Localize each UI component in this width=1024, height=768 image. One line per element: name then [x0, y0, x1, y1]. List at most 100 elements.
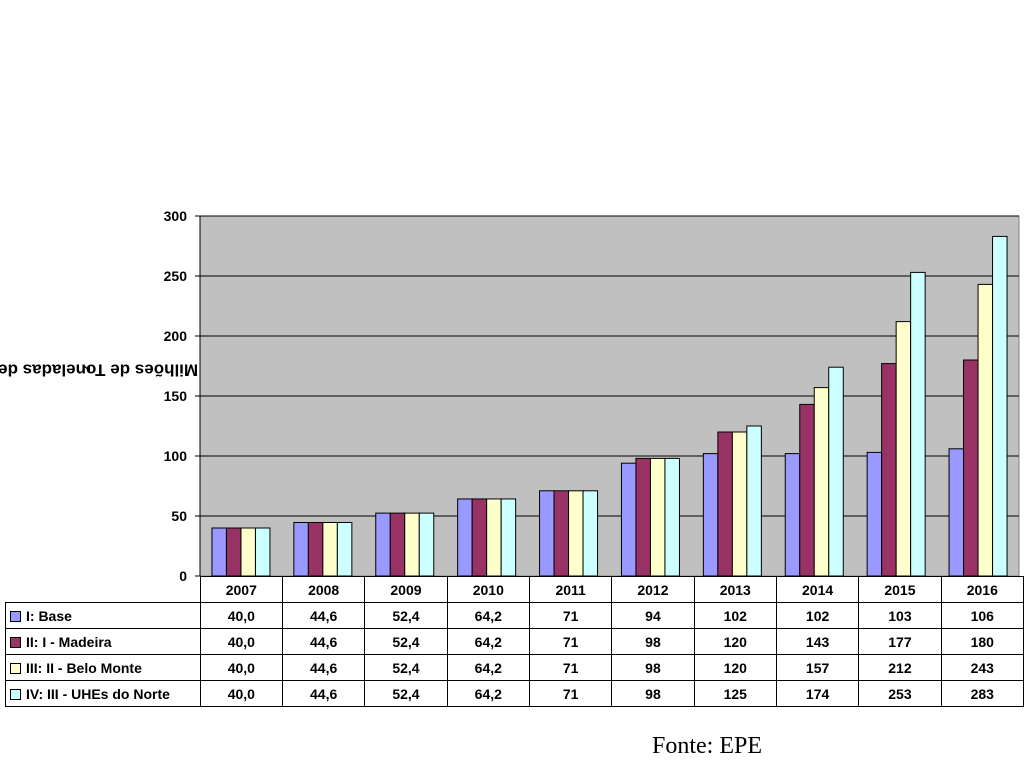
bar	[471, 498, 488, 577]
table-corner	[6, 577, 201, 603]
bar	[240, 527, 256, 577]
legend-entry: II: I - Madeira	[5, 628, 201, 655]
bar	[963, 359, 979, 577]
legend-swatch	[10, 637, 21, 649]
data-cell: 64,2	[446, 680, 530, 707]
bar	[649, 457, 666, 577]
y-tick-label: 0	[179, 568, 187, 584]
bar	[620, 462, 637, 577]
data-cell: 40,0	[199, 602, 283, 629]
bar	[717, 431, 733, 577]
data-cell: 102	[693, 602, 777, 629]
data-cell: 174	[775, 680, 860, 707]
data-cell: 102	[775, 602, 860, 629]
y-tick-label: 100	[164, 448, 188, 464]
legend-label: III: II - Belo Monte	[26, 659, 142, 676]
bar	[375, 512, 391, 577]
data-cell: 71	[528, 602, 613, 629]
x-tick-label: 2010	[446, 576, 530, 603]
bar	[866, 451, 883, 577]
data-cell: 120	[693, 628, 777, 655]
bar	[307, 521, 324, 577]
x-tick-label: 2015	[858, 576, 942, 603]
data-cell: 125	[693, 680, 777, 707]
data-cell: 64,2	[446, 654, 530, 681]
bar	[746, 425, 762, 577]
data-cell: 243	[940, 654, 1024, 681]
table-row: III: II - Belo Monte 40,0 44,6 52,4 64,2 71 98…	[5, 654, 1024, 681]
data-cell: 103	[858, 602, 942, 629]
bar	[254, 527, 271, 577]
table-row: IV: III - UHEs do Norte 40,0 44,6 52,4 64,2 7…	[5, 680, 1024, 707]
bar	[992, 235, 1008, 577]
data-cell: 44,6	[281, 680, 366, 707]
data-cell: 98	[611, 680, 695, 707]
y-axis-label-text: Milhões de Toneladas de CO	[0, 361, 199, 380]
data-cell: 40,0	[199, 680, 283, 707]
y-axis-label-subscript: 2	[81, 365, 93, 372]
data-cell: 157	[775, 654, 860, 681]
data-cell: 44,6	[281, 628, 366, 655]
data-cell: 52,4	[364, 654, 448, 681]
x-tick-label: 2014	[775, 576, 860, 603]
data-cell: 283	[940, 680, 1024, 707]
bar	[635, 457, 651, 577]
bar	[539, 490, 555, 577]
legend-label: II: I - Madeira	[26, 633, 112, 650]
data-cell: 52,4	[364, 628, 448, 655]
legend-swatch	[10, 689, 21, 701]
bar	[664, 457, 680, 577]
source-note: Fonte: EPE	[652, 733, 763, 759]
bar	[389, 512, 406, 577]
data-cell: 40,0	[199, 628, 283, 655]
y-tick-label: 200	[164, 328, 188, 344]
data-cell: 98	[611, 654, 695, 681]
y-axis-label: Milhões de Toneladas de CO2	[0, 210, 198, 530]
y-tick-label: 250	[164, 268, 188, 284]
bar	[500, 498, 517, 577]
legend-swatch	[10, 663, 21, 675]
legend-label: IV: III - UHEs do Norte	[26, 685, 170, 702]
bar	[895, 321, 912, 577]
bar	[702, 453, 719, 577]
x-tick-label: 2016	[940, 576, 1024, 603]
data-cell: 212	[858, 654, 942, 681]
data-cell: 143	[775, 628, 860, 655]
table-row: I: Base 40,0 44,6 52,4 64,2 71 94 102 102 103 106	[5, 602, 1024, 629]
data-cell: 64,2	[446, 628, 530, 655]
x-tick-label: 2012	[611, 576, 695, 603]
data-cell: 180	[940, 628, 1024, 655]
legend-entry: I: Base	[5, 602, 201, 629]
bar	[404, 512, 420, 577]
data-cell: 44,6	[281, 654, 366, 681]
bar	[731, 431, 748, 577]
data-cell: 64,2	[446, 602, 530, 629]
bar	[582, 490, 599, 577]
legend-swatch	[10, 611, 21, 623]
bar-chart: 0 50 100 150 200 250 300	[164, 208, 1020, 584]
x-tick-label: 2007	[199, 576, 283, 603]
data-cell: 120	[693, 654, 777, 681]
legend-label: I: Base	[26, 607, 72, 624]
y-tick-label: 150	[164, 388, 188, 404]
data-cell: 94	[611, 602, 695, 629]
data-cell: 40,0	[199, 654, 283, 681]
legend-entry: IV: III - UHEs do Norte	[5, 680, 201, 707]
bar	[418, 512, 435, 577]
x-tick-label: 2013	[693, 576, 777, 603]
data-table: 2007 2008 2009 2010 2011 2012 2013 2014 2015 2016…	[5, 576, 1024, 707]
bar	[977, 283, 994, 577]
bar	[881, 363, 897, 577]
bar	[211, 527, 227, 577]
bar	[813, 387, 830, 577]
y-tick-label: 50	[171, 508, 187, 524]
bar	[948, 448, 965, 577]
bar	[457, 498, 473, 577]
data-cell: 52,4	[364, 680, 448, 707]
table-row: II: I - Madeira 40,0 44,6 52,4 64,2 71 98 120 14…	[5, 628, 1024, 655]
bar	[293, 521, 309, 577]
bar	[784, 453, 801, 577]
data-cell: 71	[528, 680, 613, 707]
x-tick-label: 2009	[364, 576, 448, 603]
bar	[568, 490, 584, 577]
